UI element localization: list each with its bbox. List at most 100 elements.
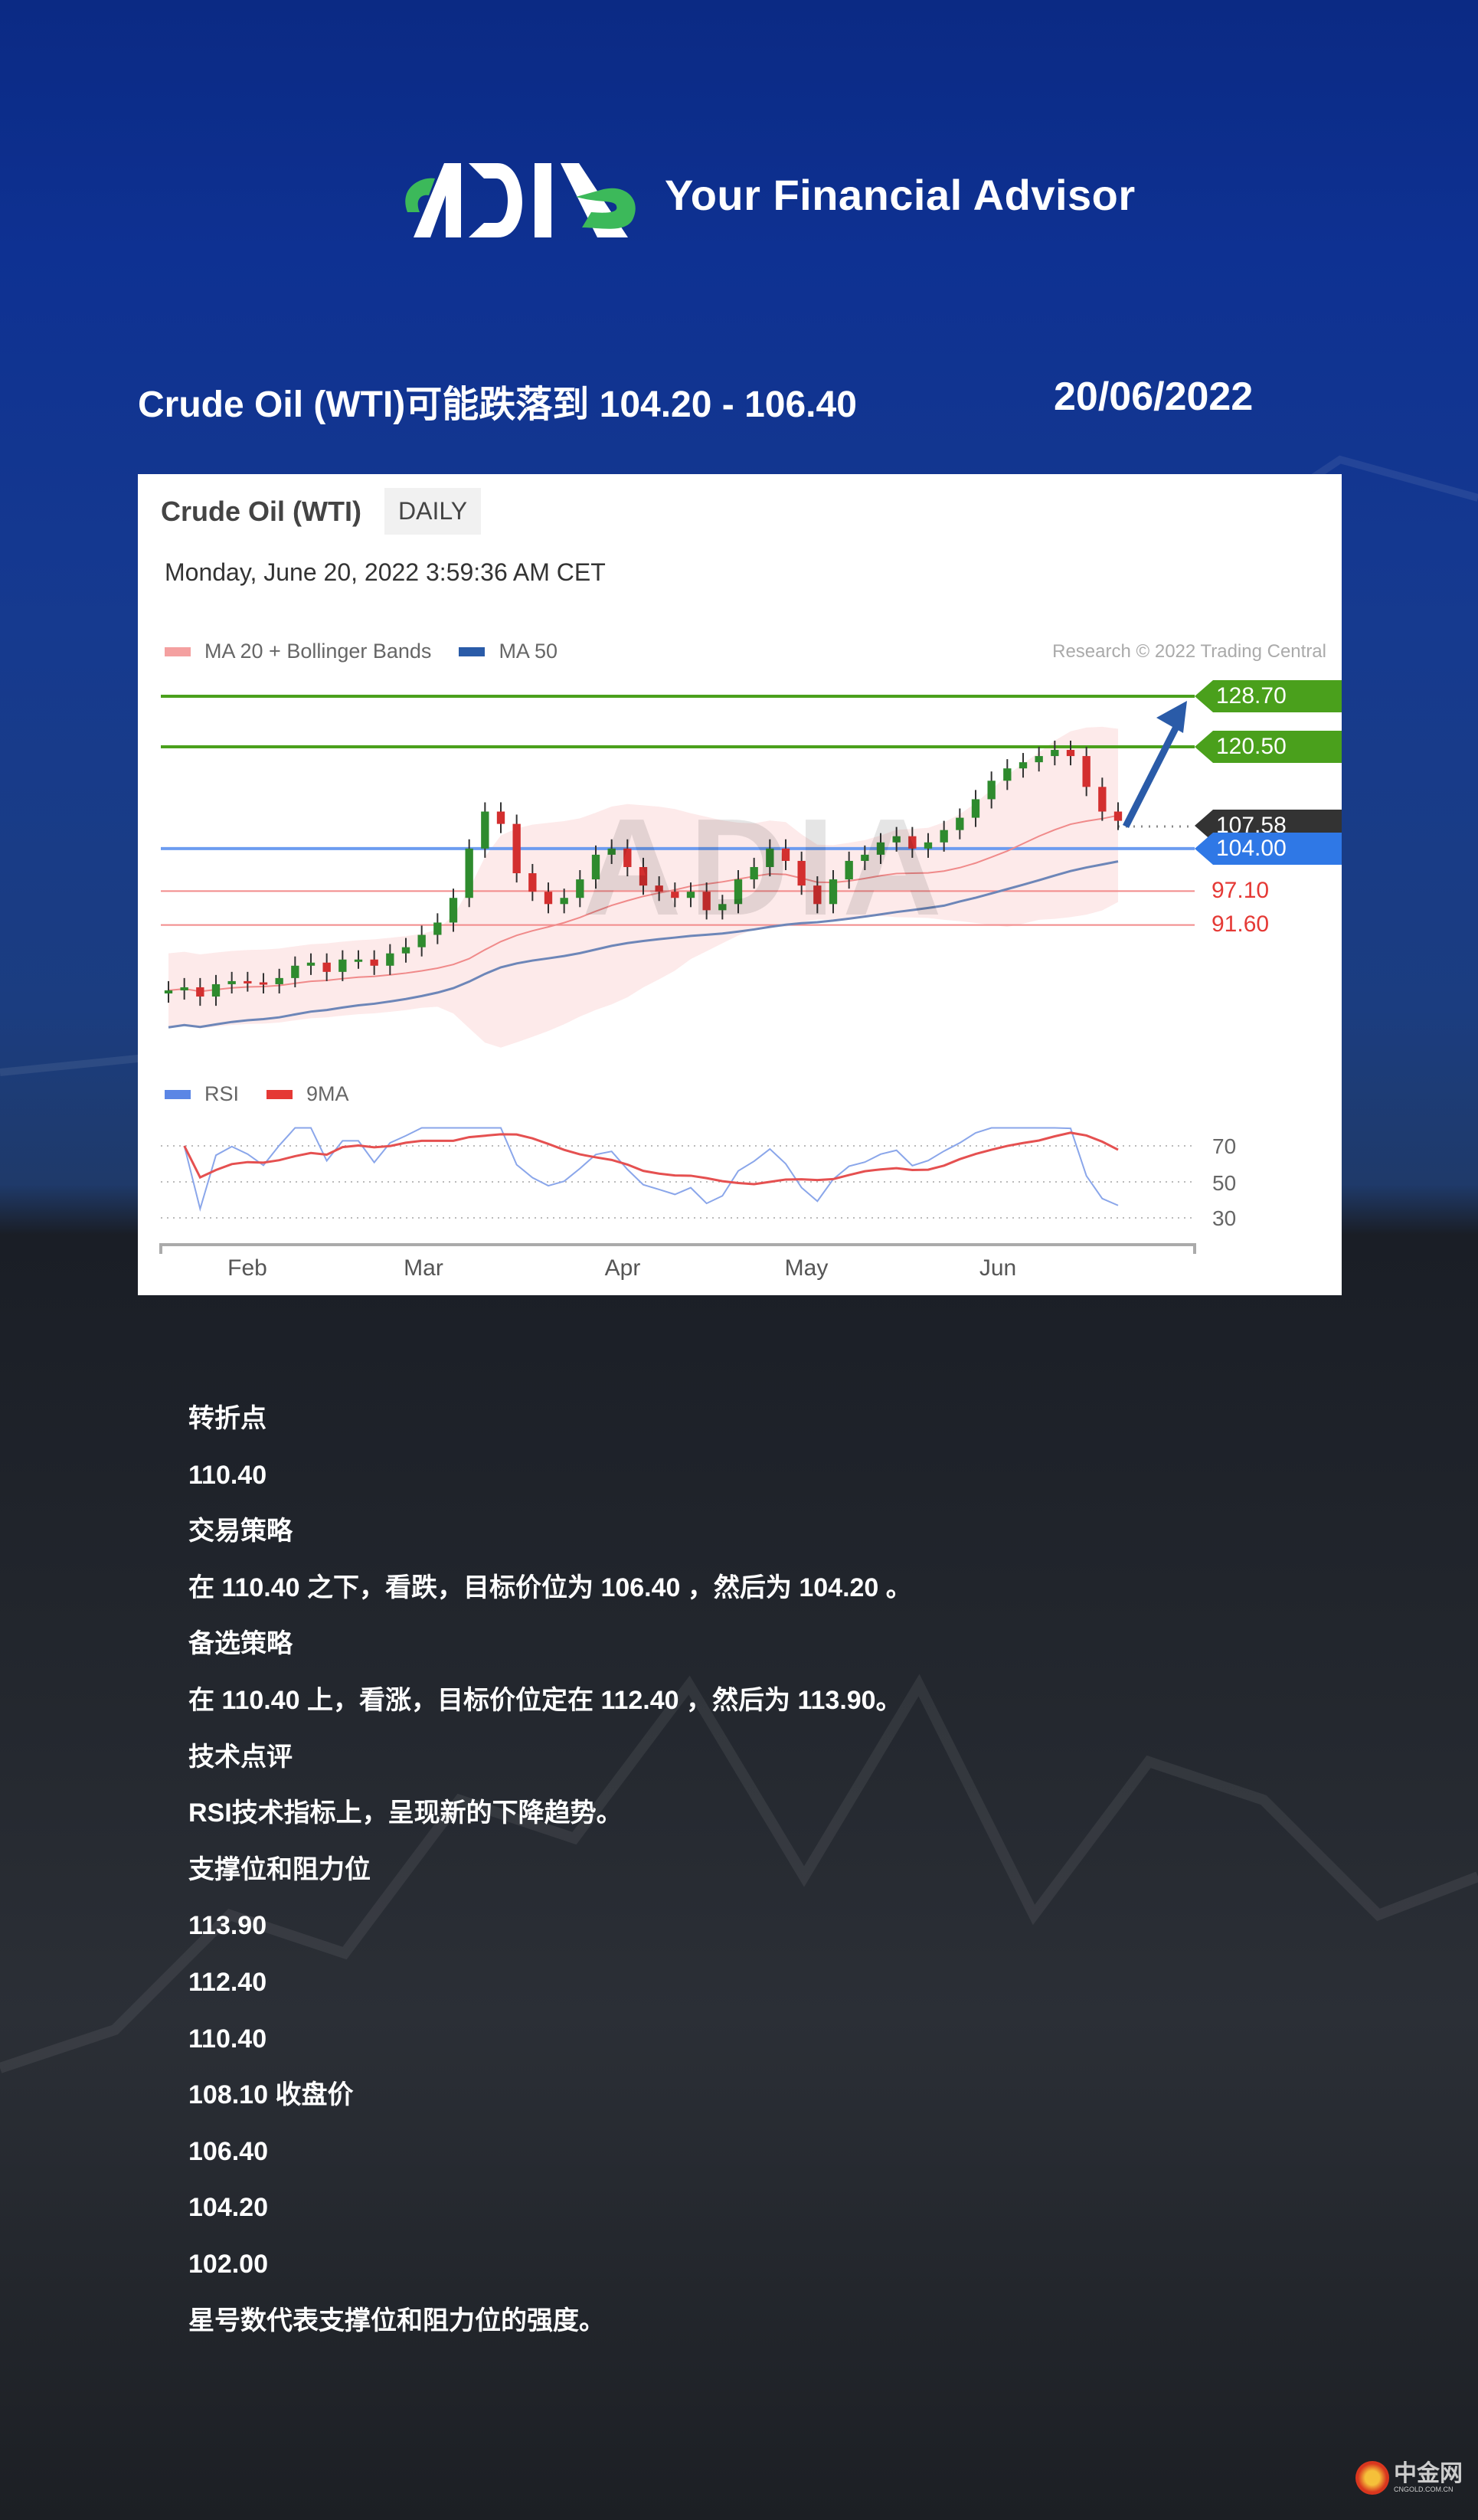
rsi-level-70: 70 <box>1212 1134 1237 1158</box>
candle-body <box>449 898 458 923</box>
legend-ma20: MA 20 + Bollinger Bands <box>204 640 432 663</box>
candle-body <box>465 848 473 898</box>
level-item: 106.40 <box>188 2136 268 2166</box>
candle-body <box>496 811 505 824</box>
legend-rsi-ma: 9MA <box>306 1082 349 1105</box>
candle-body <box>1066 750 1075 757</box>
candle-body <box>813 885 822 905</box>
level-item: 113.90 <box>188 1911 267 1941</box>
candle-body <box>354 959 363 962</box>
pivot-heading: 转折点 <box>188 1404 266 1433</box>
rsi-level-50: 50 <box>1212 1171 1237 1195</box>
month-label-jun: Jun <box>979 1255 1017 1281</box>
candle-body <box>876 842 885 855</box>
candle-body <box>291 965 299 978</box>
chart-card: ADIA Crude Oil (WTI) DAILY Monday, June … <box>138 474 1342 1295</box>
chart-instrument: Crude Oil (WTI) <box>161 496 361 527</box>
chart-credit: Research © 2022 Trading Central <box>1052 641 1326 662</box>
candle-body <box>386 953 394 966</box>
candle-body <box>306 962 316 966</box>
candle-body <box>639 866 648 886</box>
candle-body <box>1003 768 1012 781</box>
candle-body <box>180 987 188 990</box>
chart-legend: MA 20 + Bollinger Bands MA 50 <box>165 640 558 663</box>
level-tag-128-70: 128.70 <box>1195 680 1342 712</box>
ma20-swatch <box>165 646 191 656</box>
level-tag-104-00: 104.00 <box>1195 833 1342 865</box>
alt-strategy-text: 在 110.40 上，看涨，目标价位定在 112.40 ，然后为 113.90。 <box>188 1685 902 1715</box>
rsi-level-30: 30 <box>1212 1206 1237 1230</box>
candle-body <box>196 987 204 997</box>
candle-body <box>211 983 221 997</box>
rsi-swatch <box>165 1089 191 1099</box>
candle-body <box>1082 756 1091 787</box>
level-item: 110.40 <box>188 2024 267 2054</box>
candle-body <box>971 799 980 818</box>
candle-body <box>481 811 489 849</box>
alt-strategy-heading: 备选策略 <box>188 1629 293 1659</box>
legend-ma50: MA 50 <box>499 640 558 663</box>
cngold-logo-icon <box>1355 2461 1389 2495</box>
candle-body <box>591 854 600 880</box>
strategy-text: 在 110.40 之下，看跌，目标价位为 106.40 ，然后为 104.20 … <box>188 1573 912 1602</box>
rsi-ma-swatch <box>266 1089 293 1099</box>
candle-body <box>528 873 537 892</box>
candle-body <box>1019 762 1028 769</box>
month-label-may: May <box>784 1255 829 1281</box>
candle-body <box>940 830 948 843</box>
candle-body <box>417 934 426 947</box>
levels-heading: 支撑位和阻力位 <box>188 1854 371 1884</box>
candle-body <box>1035 756 1043 763</box>
candle-body <box>924 842 933 849</box>
ma50-line <box>168 860 1119 1029</box>
candle-body <box>718 904 727 911</box>
candle-body <box>956 817 964 830</box>
month-label-mar: Mar <box>404 1255 443 1281</box>
candle-body <box>766 848 774 867</box>
strategy-heading: 交易策略 <box>188 1517 293 1546</box>
rsi-legend: RSI 9MA <box>165 1082 349 1106</box>
candle-body <box>781 848 790 861</box>
candle-body <box>797 860 806 886</box>
candle-body <box>259 982 268 985</box>
timeframe-badge: DAILY <box>384 488 482 535</box>
headline-title: Crude Oil (WTI)可能跌落到 104.20 - 106.40 <box>138 385 857 425</box>
level-item: 108.10 收盘价 <box>188 2080 354 2110</box>
candle-body <box>338 959 347 972</box>
candle-body <box>244 980 252 983</box>
chart-timestamp: Monday, June 20, 2022 3:59:36 AM CET <box>165 558 606 586</box>
candle-body <box>607 848 616 855</box>
candle-body <box>908 836 917 849</box>
candle-body <box>560 898 568 905</box>
level-item: 102.00 <box>188 2249 268 2279</box>
forecast-arrow-shaft <box>1122 722 1182 829</box>
candle-body <box>655 885 663 892</box>
candle-body <box>322 962 331 972</box>
candle-body <box>829 879 838 905</box>
comment-heading: 技术点评 <box>188 1742 293 1772</box>
candle-body <box>1051 750 1059 757</box>
level-label-91-60: 91.60 <box>1212 911 1270 937</box>
candle-body <box>623 848 632 867</box>
candle-body <box>1113 811 1123 821</box>
candle-body <box>275 977 283 984</box>
forecast-arrow-head <box>1156 701 1187 733</box>
level-tag-120-50: 120.50 <box>1195 731 1342 763</box>
cngold-name: 中金网 CNGOLD.COM.CN <box>1394 2460 1463 2493</box>
tagline: Your Financial Advisor <box>665 171 1136 219</box>
candle-body <box>576 879 584 898</box>
candle-body <box>734 879 743 905</box>
x-axis <box>159 1243 1196 1254</box>
candle-body <box>861 854 869 861</box>
candle-body <box>702 892 711 911</box>
candle-body <box>671 892 679 898</box>
candle-body <box>987 781 996 800</box>
level-item: 112.40 <box>188 1967 267 1997</box>
candle-body <box>433 922 442 935</box>
price-chart <box>159 695 1196 1254</box>
rsi-ma-line <box>183 1131 1119 1186</box>
month-label-apr: Apr <box>604 1255 641 1281</box>
chart-watermark: ADIA <box>582 790 950 944</box>
level-item: 104.20 <box>188 2193 268 2223</box>
analysis-text: 转折点 110.40 交易策略 在 110.40 之下，看跌，目标价位为 106… <box>188 1399 912 2357</box>
